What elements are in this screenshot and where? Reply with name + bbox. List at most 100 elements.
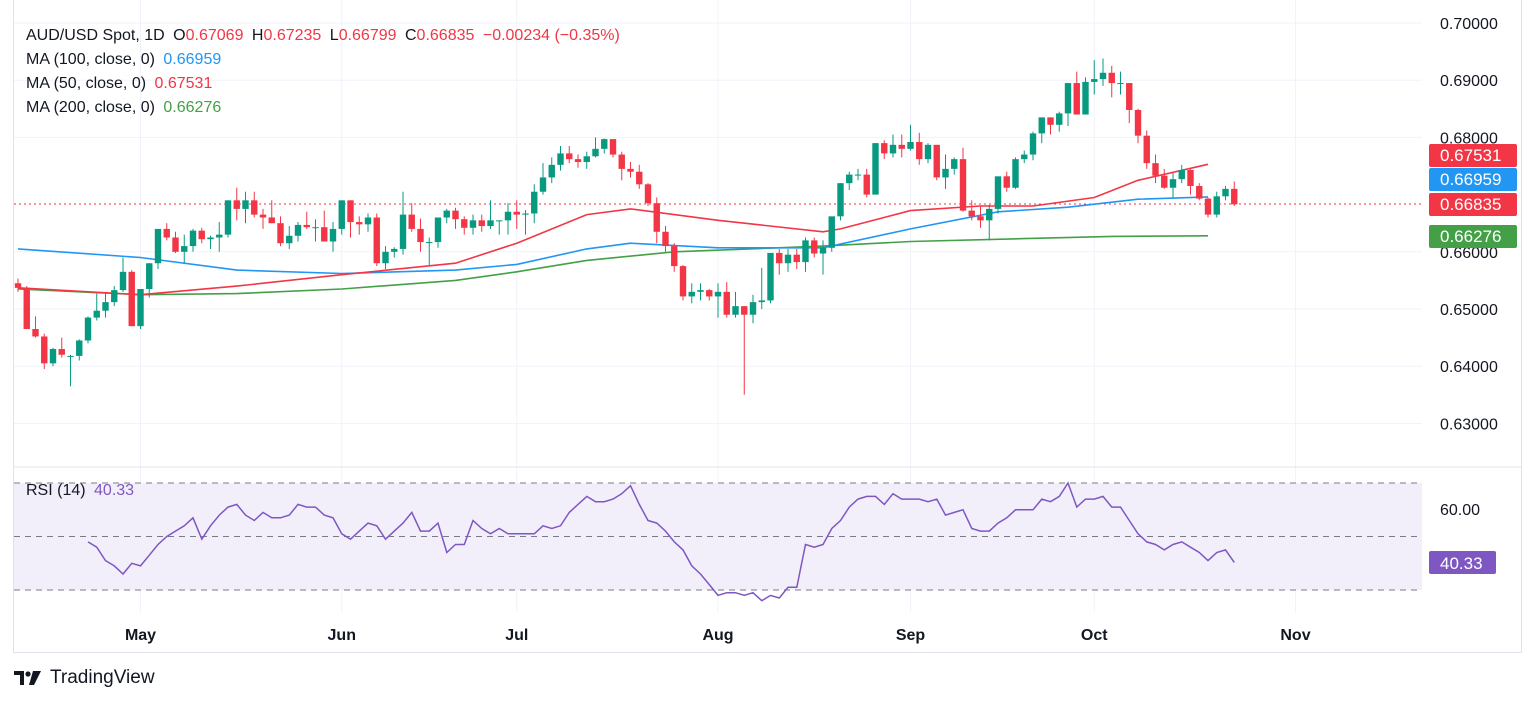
price-tag-bg <box>1429 168 1517 191</box>
candle-body <box>137 288 144 327</box>
candle-down <box>1231 181 1238 207</box>
candle-down <box>233 187 240 221</box>
candle-down <box>1073 71 1080 115</box>
candle-up <box>224 200 232 238</box>
candle-body <box>907 141 914 149</box>
candle-down <box>723 282 730 318</box>
candle-body <box>977 216 984 221</box>
ma50-legend[interactable]: MA (50, close, 0) 0.67531 <box>26 73 216 95</box>
candle-body <box>163 228 170 238</box>
candle-down <box>172 231 179 253</box>
candle-up <box>1038 117 1045 144</box>
candle-up <box>784 248 792 272</box>
candle-up <box>1213 191 1220 218</box>
candle-body <box>259 214 267 218</box>
tradingview-branding[interactable]: TradingView <box>14 667 155 689</box>
candle-down <box>627 161 634 178</box>
candle-up <box>312 219 319 242</box>
candle-down <box>373 213 380 267</box>
candle-down <box>776 248 783 275</box>
candle-down <box>58 337 65 358</box>
candle-body <box>1029 133 1037 155</box>
rsi-axis-tick: 60.00 <box>1440 502 1480 519</box>
candle-down <box>662 226 669 252</box>
candle-up <box>286 226 293 249</box>
candle-up <box>539 163 547 195</box>
candle-down <box>811 237 818 258</box>
candle-body <box>251 200 258 215</box>
candle-body <box>364 217 372 225</box>
candle-body <box>23 287 30 330</box>
ma100-value: 0.66959 <box>163 51 222 68</box>
rsi-tag-text: 40.33 <box>1440 554 1483 573</box>
candle-body <box>548 164 555 178</box>
candle-body <box>242 200 249 209</box>
candle-up <box>819 240 827 275</box>
rsi-label: RSI (14) <box>26 482 86 499</box>
candle-down <box>251 191 258 218</box>
candle-down <box>1152 154 1159 184</box>
candle-up <box>338 200 345 235</box>
ma50-line <box>17 163 1209 296</box>
time-axis[interactable]: May Jun Jul Aug Sep Oct Nov <box>125 627 1311 644</box>
candle-body <box>819 247 827 254</box>
price-tag-text: 0.67531 <box>1440 146 1501 165</box>
candle-body <box>723 291 730 315</box>
candle-down <box>574 154 582 168</box>
ma200-legend[interactable]: MA (200, close, 0) 0.66276 <box>26 97 225 119</box>
candle-down <box>933 144 940 181</box>
price-tag-bg <box>1429 144 1517 167</box>
candle-body <box>373 217 380 264</box>
candle-body <box>111 290 118 303</box>
candle-body <box>863 174 870 195</box>
candle-body <box>382 251 389 264</box>
candle-body <box>609 139 617 155</box>
candle-up <box>924 143 932 164</box>
candle-up <box>548 157 555 184</box>
candle-body <box>478 220 485 227</box>
candle-body <box>286 235 293 244</box>
price-tag-text: 0.66835 <box>1440 195 1501 214</box>
candle-body <box>216 234 223 238</box>
candle-up <box>531 184 538 224</box>
candle-up <box>557 145 564 171</box>
candle-body <box>1021 154 1028 160</box>
price-axis[interactable]: 0.70000 0.69000 0.68000 0.66000 0.65000 0.640… <box>1440 16 1498 433</box>
candle-body <box>452 210 459 220</box>
candle-body <box>924 144 932 160</box>
candle-up <box>242 191 249 224</box>
high-value: 0.67235 <box>263 27 322 44</box>
candle-body <box>1117 83 1124 85</box>
candle-body <box>294 224 302 236</box>
candle-down <box>408 203 415 232</box>
candle-up <box>207 235 214 249</box>
candle-body <box>1204 198 1212 215</box>
candle-down <box>636 164 643 189</box>
candle-down <box>1143 130 1150 169</box>
candle-body <box>898 144 905 149</box>
ma100-legend[interactable]: MA (100, close, 0) 0.66959 <box>26 49 225 71</box>
symbol-title[interactable]: AUD/USD Spot, 1D <box>26 27 165 44</box>
rsi-legend[interactable]: RSI (14) 40.33 <box>26 480 138 502</box>
change-value: −0.00234 (−0.35%) <box>482 27 620 44</box>
ma100-line <box>17 196 1209 275</box>
candle-up <box>84 316 92 344</box>
candle-body <box>1178 170 1185 180</box>
candle-body <box>706 290 713 297</box>
candle-body <box>741 306 748 315</box>
candle-body <box>119 271 127 291</box>
candle-body <box>986 208 993 221</box>
candle-body <box>968 210 975 217</box>
candle-down <box>478 214 485 232</box>
candle-down <box>41 333 48 370</box>
candle-body <box>1213 196 1220 215</box>
candle-down <box>14 278 22 292</box>
ma50-value: 0.67531 <box>154 75 213 92</box>
candle-down <box>1047 117 1054 135</box>
candle-body <box>312 227 319 229</box>
brand-name: TradingView <box>50 667 155 688</box>
candles <box>14 58 1238 395</box>
candle-body <box>557 153 564 165</box>
candle-body <box>146 263 153 289</box>
